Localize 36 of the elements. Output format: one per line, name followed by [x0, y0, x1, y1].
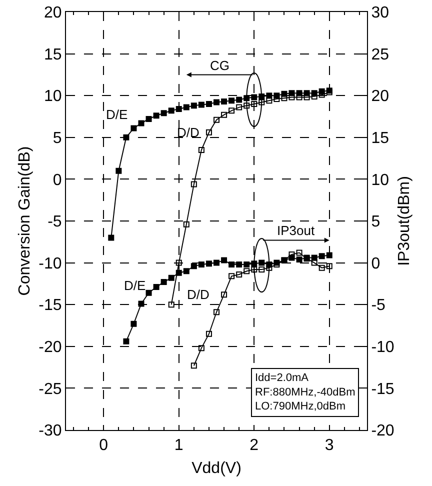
- series-label: D/D: [177, 125, 200, 140]
- y-tick-label: -10: [38, 255, 62, 272]
- x-tick-label: 1: [174, 437, 184, 454]
- y2-tick-label: -10: [371, 339, 394, 356]
- y-tick-label: -15: [38, 297, 62, 314]
- x-axis-title: Vdd(V): [192, 460, 242, 477]
- y-tick-label: 20: [44, 4, 62, 22]
- y2-tick-label: 25: [371, 46, 390, 64]
- y-tick-label: -20: [38, 339, 62, 356]
- annotation: Idd=2.0mA RF:880MHz,-40dBm LO:790MHz,0dBm: [255, 372, 356, 413]
- y-tick-label: -5: [48, 214, 62, 231]
- y-axis-title: Conversion Gain(dB): [16, 146, 34, 296]
- y2-tick-label: -20: [371, 422, 394, 440]
- y2-tick-label: 10: [371, 172, 390, 189]
- y2-tick-label: 30: [371, 4, 390, 22]
- y2-axis-title: IP3out(dBm): [396, 176, 414, 266]
- y2-tick-label: 0: [371, 255, 380, 272]
- x-tick-label: 0: [99, 437, 108, 454]
- y-tick-label: 10: [44, 88, 62, 106]
- y-tick-label: 5: [52, 130, 62, 147]
- y2-tick-label: 5: [371, 214, 380, 231]
- y2-tick-label: 20: [371, 88, 390, 106]
- y2-tick-label: -15: [371, 380, 394, 398]
- x-tick-label: 2: [250, 437, 259, 454]
- series-label: D/E: [106, 107, 128, 122]
- annotation: CG: [210, 58, 230, 73]
- y-tick-label: -25: [38, 380, 62, 398]
- y2-tick-label: -5: [371, 297, 386, 314]
- series-label: D/E: [124, 278, 146, 293]
- series-label: D/D: [187, 287, 210, 302]
- y2-tick-label: 15: [371, 130, 390, 147]
- annotation: IP3out: [277, 223, 315, 238]
- y-tick-label: -30: [38, 422, 62, 440]
- x-tick-label: 3: [324, 437, 334, 454]
- y-tick-label: 15: [44, 46, 62, 64]
- y-tick-label: 0: [52, 172, 62, 189]
